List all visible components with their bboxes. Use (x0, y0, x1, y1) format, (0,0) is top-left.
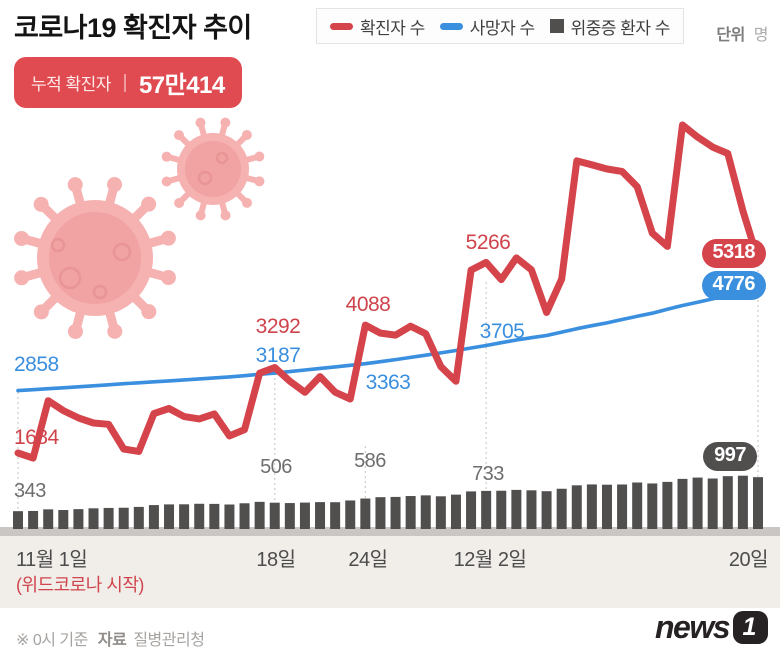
confirmed-label: 4088 (345, 293, 391, 316)
x-tick-nov1: 11월 1일 (16, 549, 88, 571)
confirmed-label: 1684 (14, 426, 59, 449)
unit-label: 단위 (716, 27, 745, 44)
with-corona-note: (위드코로나 시작) (16, 575, 144, 595)
legend-item-confirmed: 확진자 수 (330, 14, 425, 39)
chart-legend: 확진자 수 사망자 수 위중증 환자 수 (316, 8, 684, 44)
critical-label: 733 (472, 463, 504, 485)
confirmed-line-swatch-icon (330, 22, 353, 30)
logo-text: news (654, 609, 731, 645)
legend-label: 위중증 환자 수 (570, 18, 671, 38)
cumulative-cases-badge: 누적 확진자 57만414 (14, 57, 242, 108)
x-tick-dec2: 12월 2일 (453, 549, 527, 571)
confirmed-latest-badge: 5318 (701, 239, 766, 268)
deaths-label: 3187 (255, 344, 301, 367)
unit-caption: 단위 명 (716, 21, 768, 45)
critical-latest-badge: 997 (703, 442, 757, 471)
legend-label: 사망자 수 (469, 18, 535, 38)
logo-number: 1 (742, 613, 757, 641)
x-tick-nov18: 18일 (256, 549, 296, 571)
chart-baseline-strip (0, 527, 780, 536)
legend-item-critical: 위중증 환자 수 (549, 14, 671, 39)
source-value: 질병관리청 (133, 632, 205, 649)
news1-logo: news 1 (655, 609, 768, 646)
deaths-line-swatch-icon (439, 22, 463, 30)
badge-divider (123, 73, 126, 92)
coronavirus-icon (14, 117, 265, 339)
cumulative-label: 누적 확진자 (31, 75, 111, 94)
critical-square-swatch-icon (549, 19, 564, 33)
deaths-label: 3363 (365, 371, 411, 394)
basis-note: ※ 0시 기준 (16, 632, 88, 649)
confirmed-label: 3292 (255, 315, 301, 338)
source-note: ※ 0시 기준 자료 질병관리청 (16, 626, 205, 650)
x-tick-dec20: 20일 (728, 549, 769, 571)
critical-label: 586 (354, 450, 386, 472)
deaths-label: 3705 (479, 320, 525, 343)
confirmed-label: 5266 (465, 231, 511, 254)
cumulative-value: 57만414 (138, 72, 225, 99)
page-title: 코로나19 확진자 추이 (14, 13, 252, 43)
logo-number-box: 1 (733, 611, 768, 644)
unit-value: 명 (753, 27, 769, 44)
deaths-latest-badge: 4776 (701, 271, 766, 300)
critical-label: 343 (14, 480, 46, 502)
legend-label: 확진자 수 (360, 18, 425, 38)
deaths-label: 2858 (14, 353, 59, 376)
x-tick-nov24: 24일 (348, 549, 388, 571)
critical-label: 506 (260, 456, 292, 478)
source-label: 자료 (97, 632, 127, 649)
x-axis-strip (0, 536, 780, 608)
legend-item-deaths: 사망자 수 (439, 14, 535, 39)
